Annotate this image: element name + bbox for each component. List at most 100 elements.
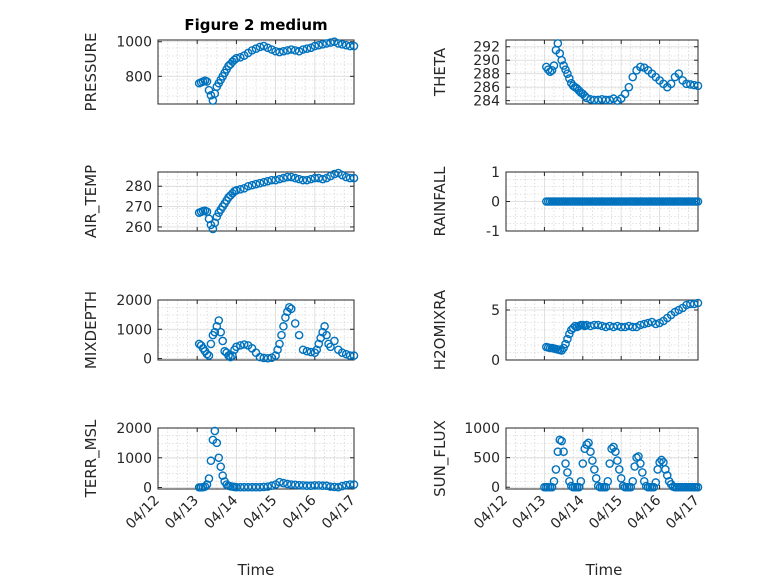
sun_flux-data-point bbox=[657, 455, 666, 465]
mixdepth-data-point bbox=[286, 304, 296, 314]
sun_flux-data-point bbox=[601, 482, 611, 492]
h2omixra-data-point bbox=[639, 319, 649, 329]
terr_msl-data-point bbox=[330, 482, 339, 492]
theta-data-point bbox=[628, 72, 638, 82]
pressure-data-point bbox=[290, 46, 300, 55]
xlabel-left: Time bbox=[237, 561, 275, 579]
theta-data-point bbox=[547, 66, 557, 75]
theta-data-point bbox=[549, 61, 559, 70]
terr_msl-data-point bbox=[204, 474, 214, 483]
sun_flux-data-point bbox=[693, 482, 703, 492]
pressure-data-point bbox=[314, 40, 324, 50]
mixdepth-data-point bbox=[204, 351, 214, 360]
sun_flux-data-point bbox=[636, 459, 645, 468]
terr_msl-data-point bbox=[349, 480, 359, 489]
mixdepth-data-point bbox=[345, 351, 355, 360]
theta-data-point bbox=[620, 89, 630, 99]
h2omixra-data-point bbox=[651, 319, 661, 329]
pressure-data-point bbox=[263, 43, 273, 53]
mixdepth-data-point bbox=[232, 342, 241, 352]
theta-ytick-label: 284 bbox=[473, 94, 500, 110]
sun_flux-xtick-label: 04/17 bbox=[663, 493, 703, 533]
theta-data-point bbox=[543, 65, 553, 74]
mixdepth-data-point bbox=[224, 351, 233, 360]
air_temp-data-point bbox=[279, 173, 288, 183]
h2omixra-data-point bbox=[628, 322, 638, 332]
pressure-data-point bbox=[349, 41, 359, 51]
theta-ylabel: THETA bbox=[431, 47, 449, 97]
air_temp-data-point bbox=[232, 186, 241, 195]
pressure-data-point bbox=[247, 46, 257, 55]
h2omixra-data-point bbox=[565, 329, 574, 339]
sun_flux-data-point bbox=[605, 459, 614, 468]
pressure-data-point bbox=[330, 37, 339, 47]
mixdepth-data-point bbox=[277, 330, 286, 340]
sun_flux-data-point bbox=[649, 482, 659, 492]
h2omixra-data-point bbox=[693, 298, 703, 308]
air_temp-ytick-label: 260 bbox=[125, 220, 152, 236]
air_temp-data-point bbox=[345, 173, 355, 183]
terr_msl-data-point bbox=[202, 480, 212, 489]
mixdepth-data-point bbox=[322, 330, 331, 340]
theta-ytick-label: 288 bbox=[473, 67, 500, 83]
mixdepth-data-point bbox=[228, 351, 237, 360]
terr_msl-data-point bbox=[216, 462, 226, 471]
theta-data-point bbox=[674, 69, 684, 78]
pressure-data-point bbox=[306, 43, 316, 53]
air_temp-data-point bbox=[286, 172, 296, 182]
mixdepth-data-point bbox=[206, 339, 216, 349]
air_temp-data-point bbox=[310, 173, 320, 183]
subplot-pressure: 800 1000 PRESSURE bbox=[82, 33, 359, 111]
terr_msl-data-point bbox=[322, 481, 331, 491]
xlabel-right: Time bbox=[585, 561, 623, 579]
theta-data-point bbox=[582, 93, 591, 103]
theta-ytick-label: 286 bbox=[473, 80, 500, 96]
figure-title: Figure 2 medium bbox=[184, 16, 327, 34]
pressure-data-point bbox=[236, 52, 245, 62]
sun_flux-data-point bbox=[662, 471, 672, 480]
sun_flux-data-point bbox=[603, 477, 613, 486]
terr_msl-data-point bbox=[212, 438, 222, 448]
pressure-data-point bbox=[298, 45, 308, 54]
air_temp-data-point bbox=[236, 184, 245, 194]
mixdepth-data-point bbox=[263, 353, 273, 363]
sun_flux-data-point bbox=[614, 465, 624, 474]
mixdepth-data-point bbox=[294, 330, 304, 340]
rainfall-data-point bbox=[693, 197, 703, 206]
sun_flux-data-point bbox=[549, 477, 559, 486]
subplot-terr_msl: 0 1000 2000 04/12 04/13 04/14 04/15 04/16 04/17 T… bbox=[82, 419, 359, 532]
mixdepth-data-point bbox=[281, 313, 290, 322]
mixdepth-data-point bbox=[275, 339, 284, 349]
sun_flux-data-point bbox=[638, 468, 647, 477]
air_temp-data-point bbox=[251, 179, 261, 189]
sun_flux-data-point bbox=[591, 474, 601, 483]
sun_flux-xtick-label: 04/15 bbox=[586, 493, 626, 533]
sun_flux-xtick-label: 04/14 bbox=[548, 492, 588, 532]
rainfall-ytick-label: 0 bbox=[491, 195, 500, 211]
mixdepth-data-point bbox=[226, 352, 235, 362]
mixdepth-data-point bbox=[320, 322, 329, 331]
sun_flux-data-point bbox=[565, 477, 574, 486]
mixdepth-data-point bbox=[279, 322, 288, 331]
h2omixra-ylabel: H2OMIXRA bbox=[431, 289, 449, 370]
theta-data-point bbox=[557, 55, 566, 65]
pressure-data-point bbox=[255, 42, 265, 52]
theta-data-point bbox=[563, 69, 572, 78]
sun_flux-data-point bbox=[609, 442, 618, 452]
mixdepth-data-point bbox=[239, 340, 249, 349]
terr_msl-data-point bbox=[267, 481, 276, 491]
mixdepth-data-point bbox=[218, 336, 227, 346]
sun_flux-data-point bbox=[557, 436, 566, 446]
theta-data-point bbox=[565, 74, 574, 83]
sun_flux-data-point bbox=[590, 465, 599, 474]
sun_flux-data-point bbox=[553, 447, 563, 456]
air_temp-data-point bbox=[247, 180, 257, 190]
pressure-data-point bbox=[345, 41, 355, 51]
terr_msl-data-point bbox=[214, 453, 224, 463]
terr_msl-data-point bbox=[283, 479, 292, 489]
h2omixra-ytick-label: 0 bbox=[491, 353, 500, 369]
terr_msl-ytick-label: 0 bbox=[143, 481, 152, 497]
pressure-data-point bbox=[267, 45, 276, 54]
